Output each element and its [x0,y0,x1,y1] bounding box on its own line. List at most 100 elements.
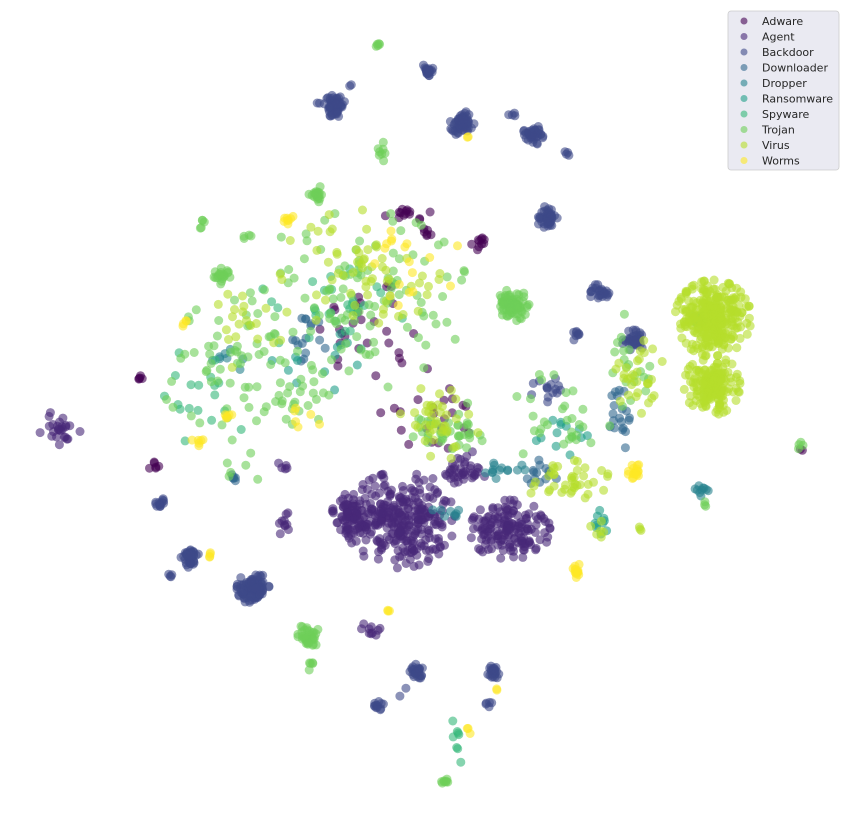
data-point [417,271,427,281]
data-point [431,319,441,329]
data-point [412,469,422,479]
data-point [348,267,358,277]
data-point [276,232,286,242]
data-point [371,371,381,381]
data-point [363,290,373,300]
data-point [253,309,263,318]
data-point [744,301,754,311]
data-point [45,408,55,418]
data-point [489,458,499,468]
data-point [386,236,396,246]
data-point [497,463,507,473]
data-point [492,685,502,695]
data-point [397,358,407,368]
data-point [259,285,269,295]
data-point [463,398,473,408]
data-point [684,398,694,408]
data-point [223,289,233,299]
data-point [632,460,642,470]
data-point [393,300,403,310]
data-point [401,683,411,693]
data-point [549,481,559,491]
data-point [395,507,405,517]
data-point [698,355,708,365]
legend-label-trojan: Trojan [761,124,795,137]
data-point [340,261,350,271]
data-point [318,369,327,379]
data-point [230,305,239,314]
data-point [376,408,386,418]
data-point [394,348,404,358]
data-point [558,404,567,414]
series-virus [213,205,755,542]
data-point [245,288,255,298]
data-point [409,561,419,571]
data-point [534,213,544,223]
data-point [671,307,680,317]
data-point [442,317,452,327]
data-point [433,400,443,410]
data-point [275,529,285,539]
data-point [726,334,736,344]
data-point [270,329,280,339]
data-point [416,384,426,394]
data-point [528,378,538,388]
data-point [194,438,204,448]
data-point [215,364,225,374]
data-point [370,347,380,357]
data-point [398,481,407,491]
data-point [408,432,418,442]
data-point [637,408,646,418]
data-point [396,409,405,419]
data-point [573,567,583,577]
legend-marker-backdoor [740,48,748,56]
data-point [291,417,301,427]
data-point [700,310,710,320]
data-point [703,321,713,330]
legend-label-agent: Agent [762,31,795,44]
data-point [305,626,314,636]
data-point [477,534,487,544]
data-point [536,511,546,521]
data-point [298,381,308,391]
data-point [459,430,469,440]
series-worms [178,132,644,738]
data-point [624,334,633,344]
data-point [384,338,394,348]
data-point [395,552,405,562]
data-point [293,632,303,642]
data-point [324,210,334,220]
data-point [371,491,381,501]
data-point [394,311,403,321]
data-point [383,507,393,517]
data-point [178,321,188,331]
data-point [392,563,402,573]
data-point [681,314,691,324]
data-point [713,351,723,361]
data-point [204,341,214,351]
data-point [463,132,473,142]
data-point [386,209,396,219]
data-point [280,520,290,530]
data-point [168,402,178,412]
data-point [470,469,480,479]
data-point [331,99,341,109]
data-point [283,388,293,398]
data-point [246,448,256,458]
data-point [75,427,85,436]
data-point [223,268,233,278]
data-point [396,425,406,435]
legend-label-ransomware: Ransomware [762,93,833,106]
data-point [338,271,348,280]
data-point [474,544,484,554]
data-point [511,524,521,534]
data-point [344,366,354,376]
legend-marker-spyware [740,110,748,118]
data-point [261,303,271,313]
data-point [447,531,457,541]
data-point [580,463,590,473]
data-point [586,521,596,531]
data-point [371,41,381,51]
data-point [379,156,389,166]
